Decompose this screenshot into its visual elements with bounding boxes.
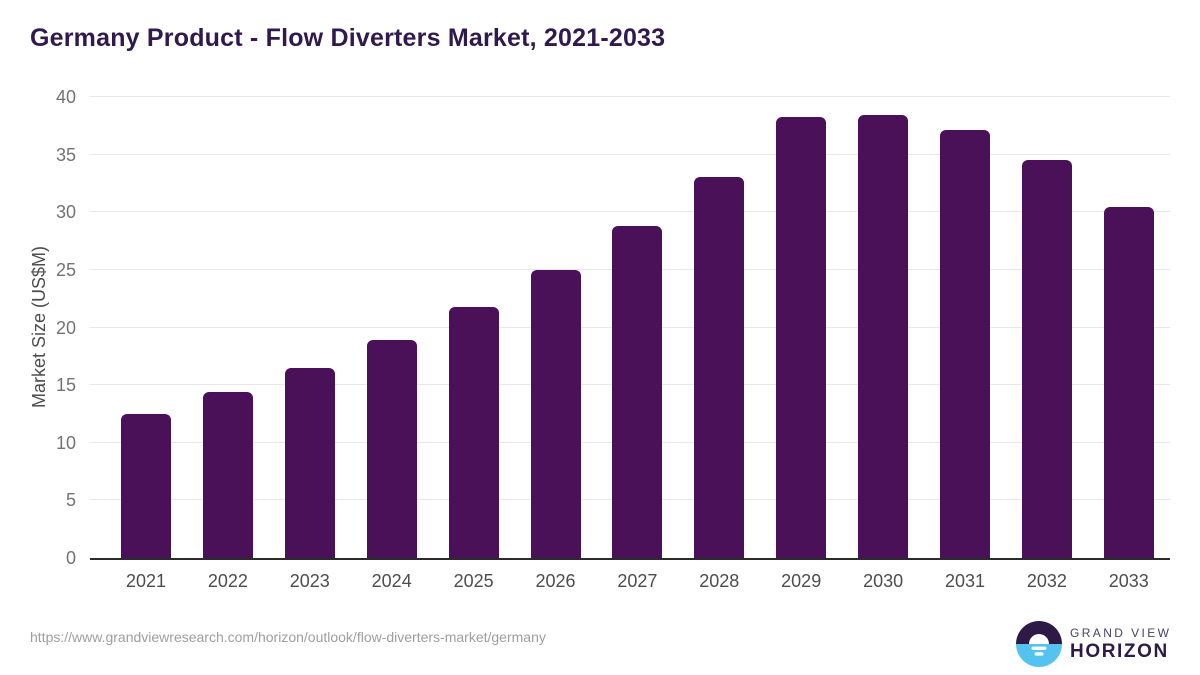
y-tick-label-5: 5 bbox=[65, 490, 76, 511]
chart-title: Germany Product - Flow Diverters Market,… bbox=[30, 24, 666, 52]
brand-name-bottom: HORIZON bbox=[1070, 641, 1169, 662]
bar-2023 bbox=[284, 367, 335, 558]
gridline-35 bbox=[90, 153, 1170, 155]
x-tick-label-2030: 2030 bbox=[863, 571, 904, 591]
y-tick-label-30: 30 bbox=[55, 202, 76, 223]
x-tick-label-2024: 2024 bbox=[371, 571, 412, 591]
bar-2033 bbox=[1103, 206, 1154, 558]
x-tick-label-2028: 2028 bbox=[699, 571, 740, 591]
y-tick-label-35: 35 bbox=[55, 144, 76, 165]
gridline-30 bbox=[90, 211, 1170, 213]
y-tick-label-25: 25 bbox=[55, 259, 76, 280]
plot-area bbox=[90, 96, 1170, 560]
gridline-40 bbox=[90, 96, 1170, 97]
x-tick-label-2022: 2022 bbox=[207, 571, 248, 591]
bar-2032 bbox=[1021, 160, 1072, 558]
x-tick-label-2032: 2032 bbox=[1026, 571, 1067, 591]
bar-2028 bbox=[694, 176, 745, 558]
bar-2026 bbox=[530, 269, 581, 558]
bar-2027 bbox=[612, 226, 663, 558]
source-url: https://www.grandviewresearch.com/horizo… bbox=[30, 629, 546, 645]
brand-name-top: GRAND VIEW bbox=[1070, 626, 1172, 640]
x-tick-label-2031: 2031 bbox=[944, 571, 986, 591]
y-tick-label-40: 40 bbox=[55, 87, 76, 107]
x-tick-label-2023: 2023 bbox=[289, 571, 330, 591]
x-tick-label-2029: 2029 bbox=[781, 571, 822, 591]
x-tick-label-2033: 2033 bbox=[1108, 571, 1149, 591]
bar-2029 bbox=[776, 116, 827, 558]
brand-logo: GRAND VIEW HORIZON bbox=[1016, 621, 1171, 667]
y-tick-label-15: 15 bbox=[55, 375, 76, 396]
brand-text: GRAND VIEW HORIZON bbox=[1070, 626, 1171, 662]
bar-2030 bbox=[858, 115, 909, 558]
x-tick-label-2021: 2021 bbox=[125, 571, 167, 591]
bar-2022 bbox=[202, 392, 253, 558]
x-tick-label-2025: 2025 bbox=[453, 571, 494, 591]
y-tick-label-0: 0 bbox=[65, 548, 76, 568]
bar-2031 bbox=[940, 130, 990, 558]
x-tick-label-2026: 2026 bbox=[535, 571, 576, 591]
y-tick-label-20: 20 bbox=[55, 317, 76, 338]
bar-2025 bbox=[448, 306, 499, 558]
x-tick-label-2027: 2027 bbox=[617, 571, 658, 591]
bar-2021 bbox=[121, 413, 171, 558]
y-tick-label-10: 10 bbox=[55, 432, 76, 453]
bar-2024 bbox=[366, 340, 417, 558]
sunrise-horizon-icon bbox=[1016, 621, 1062, 667]
